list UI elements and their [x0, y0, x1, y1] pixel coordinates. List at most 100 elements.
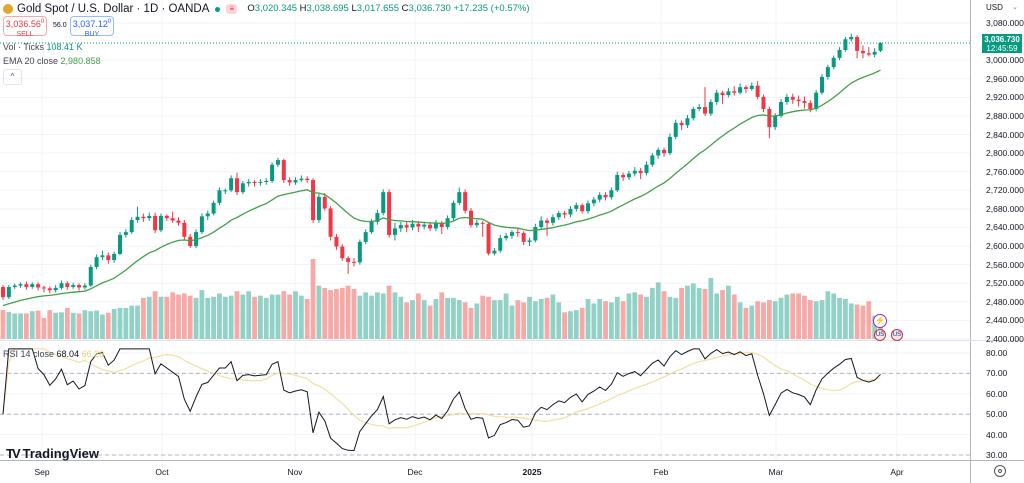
rsi-legend[interactable]: RSI 14 close 68.04 66.26 [3, 349, 104, 359]
price-tick: 2,640.000 [986, 222, 1024, 233]
candle-body [843, 39, 848, 50]
sell-button[interactable]: 3,036.560 SELL [3, 16, 47, 38]
candle-body [235, 178, 239, 193]
symbol-title[interactable]: Gold Spot / U.S. Dollar · 1D · OANDA [17, 3, 210, 15]
candle-body [562, 213, 567, 215]
candle-body [129, 220, 134, 233]
lightning-event-icon[interactable]: ⚡ [873, 314, 887, 328]
volume-bar [345, 285, 351, 339]
candle-body [767, 108, 772, 128]
time-tick: Apr [890, 467, 904, 477]
candle-body [714, 92, 719, 102]
volume-bar [269, 294, 275, 339]
time-tick: Nov [287, 467, 303, 477]
candle-body [679, 122, 684, 126]
candle-body [246, 181, 251, 184]
candle-body [533, 227, 538, 241]
low-label: L [351, 3, 357, 14]
volume-bar [228, 295, 234, 339]
candle-body [340, 246, 345, 259]
tradingview-logo[interactable]: TV TradingView [6, 446, 99, 461]
candle-body [685, 118, 690, 126]
volume-value: 108.41 K [46, 42, 83, 52]
candle-body [94, 257, 99, 267]
candle-body [586, 203, 590, 212]
market-closed-icon[interactable]: ≡ [226, 4, 238, 14]
us-flag-event-icon[interactable]: US [874, 329, 886, 341]
price-tick: 2,720.000 [986, 185, 1024, 196]
volume-bar [451, 297, 456, 339]
volume-bar [708, 277, 714, 339]
volume-bar [152, 291, 158, 339]
candle-body [820, 76, 824, 93]
us-flag-event-icon[interactable]: US [891, 329, 903, 341]
volume-bar [737, 302, 743, 339]
ema-legend[interactable]: EMA 20 close 2,980.858 [3, 56, 101, 66]
candle-body [229, 178, 234, 191]
candle-body [720, 92, 725, 96]
chevron-down-icon[interactable]: ⌄ [1012, 4, 1018, 11]
candle-body [504, 235, 509, 239]
volume-bar [819, 300, 825, 339]
buy-button[interactable]: 3,037.120 BUY [70, 16, 114, 38]
currency-selector[interactable]: USD [986, 3, 1003, 12]
volume-bar [509, 305, 515, 339]
volume-bar [304, 299, 310, 339]
volume-bar [544, 297, 550, 339]
volume-bar [117, 307, 123, 339]
volume-bar [211, 296, 216, 339]
candle-body [346, 258, 351, 262]
candle-body [802, 101, 807, 103]
grid [0, 0, 970, 460]
price-tick: 2,400.000 [986, 334, 1024, 344]
volume-bar [515, 300, 521, 339]
candle-body [591, 199, 596, 204]
price-tick: 2,560.000 [986, 259, 1024, 270]
ema-value: 2,980.858 [60, 56, 101, 66]
candle-body [147, 215, 152, 219]
candle-body [211, 202, 216, 214]
candle-body [410, 223, 415, 228]
volume-bar [24, 313, 29, 339]
settings-gear-icon[interactable] [994, 465, 1006, 477]
volume-bar [696, 287, 702, 339]
candle-body [328, 208, 333, 237]
volume-bar [538, 299, 544, 339]
volume-bar [632, 292, 638, 339]
volume-bar [825, 291, 831, 339]
volume-bar [866, 301, 872, 339]
candle-body [872, 51, 877, 55]
candle-body [697, 107, 702, 109]
candle-body [334, 236, 339, 247]
volume-bar [53, 312, 59, 339]
candle-body [217, 190, 222, 203]
volume-bar [456, 300, 462, 339]
candle-body [316, 196, 321, 221]
volume-bar [690, 283, 696, 339]
volume-bar [187, 295, 193, 339]
rsi-tick: 50.00 [986, 409, 1008, 420]
candle-body [422, 224, 427, 227]
volume-legend[interactable]: Vol · Ticks 108.41 K [3, 42, 83, 52]
high-value: 3,038.695 [306, 3, 349, 14]
candle-body [59, 283, 64, 288]
candle-body [252, 181, 257, 183]
candle-body [182, 222, 187, 237]
buy-price-pip: 0 [107, 19, 112, 25]
candle-body [398, 225, 403, 229]
price-tick: 2,960.000 [986, 73, 1024, 84]
candle-body [65, 283, 70, 287]
volume-bar [18, 313, 23, 339]
volume-bar [263, 297, 269, 339]
price-tick: 2,880.000 [986, 110, 1024, 121]
time-tick: Dec [407, 467, 423, 477]
candle-body [416, 223, 421, 227]
collapse-legend-button[interactable]: ^ [3, 69, 22, 85]
volume-bar [205, 297, 211, 339]
price-tick: 2,840.000 [986, 129, 1024, 140]
volume-bar [193, 297, 199, 339]
volume-bar [111, 309, 117, 339]
volume-bar [281, 291, 287, 339]
volume-bars [0, 259, 883, 339]
